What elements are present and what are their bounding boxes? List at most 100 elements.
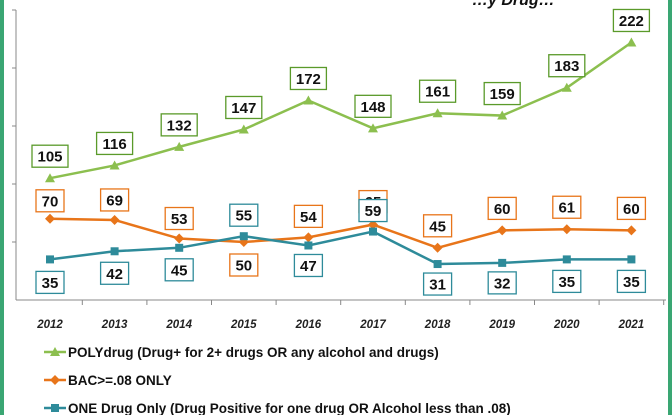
data-label: 148 — [360, 99, 385, 116]
x-axis-ticks: 2012 2013 2014 2015 2016 2017 2018 2019 2020 2021 — [36, 300, 665, 331]
data-point — [174, 141, 185, 151]
data-point — [498, 258, 507, 267]
data-label: 45 — [171, 262, 188, 279]
data-point — [561, 224, 572, 235]
data-point — [303, 95, 314, 105]
x-tick-label: 2019 — [488, 319, 515, 331]
data-point — [433, 260, 442, 269]
data-label-box — [358, 198, 388, 223]
data-label: 60 — [494, 201, 511, 218]
data-point — [561, 82, 572, 92]
x-tick-label: 2016 — [295, 319, 322, 331]
x-tick-label: 2015 — [230, 319, 257, 331]
data-label: 50 — [235, 258, 252, 275]
x-tick-label: 2013 — [101, 319, 128, 331]
data-label: 132 — [167, 117, 192, 134]
data-label-box — [548, 54, 586, 78]
x-tick-label: 2018 — [424, 319, 451, 331]
data-point — [45, 213, 55, 224]
x-tick-label: 2021 — [618, 319, 645, 331]
data-label-box — [487, 271, 517, 295]
data-label-box — [35, 270, 65, 295]
data-label-box — [99, 188, 130, 212]
data-label-box — [616, 269, 647, 294]
data-label-box — [552, 269, 582, 294]
data-label-box — [422, 214, 453, 238]
data-label-box — [99, 261, 130, 285]
legend-label: ONE Drug Only (Drug Positive for one dru… — [68, 401, 511, 415]
legend: POLYdrug (Drug+ for 2+ drugs OR any alco… — [44, 345, 511, 415]
x-tick-label: 2014 — [165, 319, 192, 331]
data-label: 183 — [554, 58, 579, 75]
data-point — [562, 255, 571, 264]
data-label: 172 — [296, 71, 321, 88]
data-label-box — [354, 94, 392, 118]
data-label-box — [418, 79, 457, 103]
data-point — [368, 123, 378, 133]
data-label: 70 — [42, 193, 59, 210]
data-label: 59 — [365, 203, 382, 220]
data-label: 222 — [619, 13, 644, 30]
data-label-box — [422, 272, 453, 296]
data-label: 35 — [558, 274, 575, 291]
data-label-box — [552, 195, 582, 219]
data-label-box — [225, 95, 263, 120]
data-point — [432, 108, 443, 118]
data-label-box — [31, 144, 69, 168]
data-point — [497, 225, 508, 236]
data-label-box — [293, 204, 324, 229]
line-chart: …y Drug… 2012 2013 2014 2015 2016 2017 2018 201… — [12, 0, 666, 415]
data-label: 31 — [429, 277, 446, 294]
data-point — [175, 243, 184, 252]
data-point — [369, 227, 377, 236]
data-label-box — [612, 8, 651, 33]
data-label: 45 — [429, 218, 446, 235]
data-point — [109, 160, 120, 170]
series-lines — [45, 37, 637, 269]
legend-label: POLYdrug (Drug+ for 2+ drugs OR any alco… — [68, 345, 439, 360]
data-label: 35 — [42, 275, 59, 292]
data-point — [626, 225, 637, 236]
data-point — [109, 214, 120, 225]
data-point — [303, 232, 314, 243]
series-line-2 — [49, 230, 632, 266]
data-point — [497, 110, 508, 120]
data-label-box — [229, 203, 259, 227]
data-point — [45, 173, 55, 183]
data-label: 54 — [300, 209, 317, 226]
data-label: 53 — [171, 211, 188, 228]
data-label: 105 — [37, 149, 62, 166]
data-label-box — [289, 66, 328, 91]
data-label-box — [95, 131, 134, 156]
data-label: 61 — [558, 200, 575, 217]
data-point — [46, 255, 54, 264]
data-label-box — [293, 253, 324, 278]
data-label-box — [483, 81, 521, 106]
data-point — [432, 242, 443, 253]
data-label-box — [164, 258, 194, 282]
chart-title: …y Drug… — [472, 0, 555, 9]
data-label-box — [616, 196, 647, 221]
data-label: 55 — [235, 208, 252, 225]
data-label-box — [229, 253, 259, 277]
legend-marker — [51, 404, 59, 412]
data-point — [626, 37, 637, 47]
data-label: 159 — [490, 86, 515, 103]
data-labels: 105 116 132 147 172 148 161 159 183 222 70 69 53 50 54… — [31, 8, 651, 296]
data-label: 69 — [106, 192, 123, 209]
data-label: 147 — [231, 100, 256, 117]
data-label: 60 — [623, 201, 640, 218]
data-point — [238, 124, 249, 134]
x-tick-label: 2020 — [553, 319, 580, 331]
series-line-0 — [49, 41, 633, 180]
data-label: 35 — [623, 274, 640, 291]
x-tick-label: 2017 — [359, 319, 386, 331]
data-point — [174, 233, 185, 244]
data-label: 42 — [106, 266, 123, 283]
data-label: 116 — [102, 136, 126, 153]
data-label-box — [164, 206, 194, 231]
data-label-box — [487, 196, 517, 221]
series-line-1 — [49, 217, 632, 250]
legend-label: BAC>=.08 ONLY — [68, 373, 172, 388]
data-label: 161 — [425, 84, 450, 101]
